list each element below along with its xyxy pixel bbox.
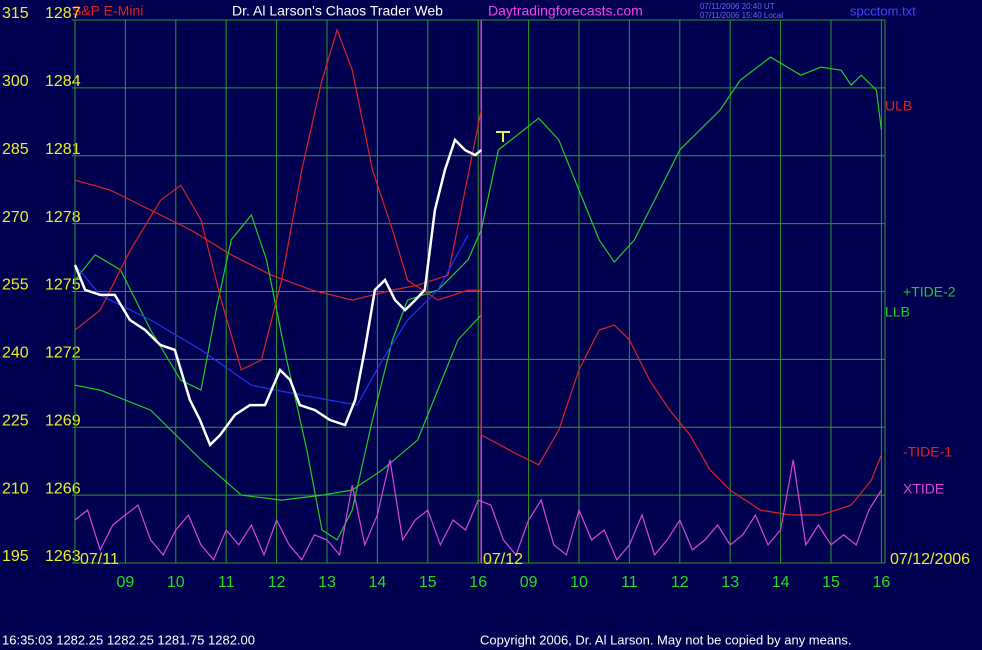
x-tick-label: 16 — [469, 574, 487, 591]
date-annotation: 07/11 — [80, 551, 119, 568]
series-label: +TIDE-2 — [903, 284, 956, 300]
x-tick-label: 12 — [671, 574, 689, 591]
x-tick-label: 15 — [419, 574, 437, 591]
series-line — [74, 234, 469, 406]
y2-tick-label: 1263 — [45, 548, 81, 565]
timestamp: 07/11/2006 20:40 UT — [700, 2, 775, 11]
x-tick-label: 12 — [268, 574, 286, 591]
y-tick-label: 315 — [2, 5, 29, 22]
website: Daytradingforecasts.com — [488, 3, 643, 19]
x-tick-label: 09 — [520, 574, 538, 591]
date-annotation: 07/12/2006 — [890, 551, 970, 568]
x-tick-label: 13 — [318, 574, 336, 591]
y-tick-label: 225 — [2, 412, 29, 429]
x-tick-label: 11 — [621, 574, 638, 591]
y2-tick-label: 1278 — [45, 209, 81, 226]
y-tick-label: 270 — [2, 209, 29, 226]
y2-tick-label: 1275 — [45, 277, 81, 294]
plot-area: 195 210 225 240 255 270 285 300 315 1263 1266 1269 1… — [2, 5, 890, 591]
y2-tick-label: 1287 — [45, 5, 81, 22]
y2-tick-label: 1269 — [45, 412, 81, 429]
series-label: -TIDE-1 — [903, 444, 952, 460]
x-tick-label: 10 — [570, 574, 588, 591]
y-tick-label: 300 — [2, 73, 29, 90]
x-tick-label: 10 — [167, 574, 185, 591]
series-label: ULB — [885, 98, 912, 114]
y-tick-label: 210 — [2, 480, 29, 497]
y2-tick-label: 1284 — [45, 73, 81, 90]
y-tick-label: 195 — [2, 548, 29, 565]
x-tick-label: 11 — [218, 574, 235, 591]
timestamp: 07/11/2006 15:40 Local — [700, 11, 783, 20]
instrument: S&P E-Mini — [72, 3, 143, 19]
series-label: XTIDE — [903, 481, 944, 497]
y-tick-label: 285 — [2, 141, 29, 158]
x-tick-label: 16 — [873, 574, 891, 591]
status-line: 16:35:03 1282.25 1282.25 1281.75 1282.00 — [2, 632, 255, 647]
y-tick-label: 240 — [2, 345, 29, 362]
x-tick-label: 13 — [721, 574, 739, 591]
y2-tick-label: 1266 — [45, 480, 81, 497]
series-line — [74, 56, 882, 541]
series-line — [74, 459, 882, 561]
series-label: LLB — [885, 304, 910, 320]
y2-tick-label: 1272 — [45, 345, 81, 362]
x-tick-label: 14 — [369, 574, 387, 591]
series-line — [74, 314, 482, 501]
chart-title: Dr. Al Larson's Chaos Trader Web — [232, 3, 443, 19]
x-tick-label: 09 — [117, 574, 135, 591]
x-tick-label: 14 — [772, 574, 790, 591]
series-line — [73, 137, 483, 448]
series-line — [74, 28, 882, 516]
x-tick-label: 15 — [822, 574, 840, 591]
file-name: spcctom.txt — [850, 3, 916, 18]
series-line — [74, 109, 482, 301]
date-annotation: 07/12 — [483, 551, 523, 568]
copyright: Copyright 2006, Dr. Al Larson. May not b… — [480, 632, 851, 647]
y-tick-label: 255 — [2, 277, 29, 294]
y2-tick-label: 1281 — [45, 141, 81, 158]
